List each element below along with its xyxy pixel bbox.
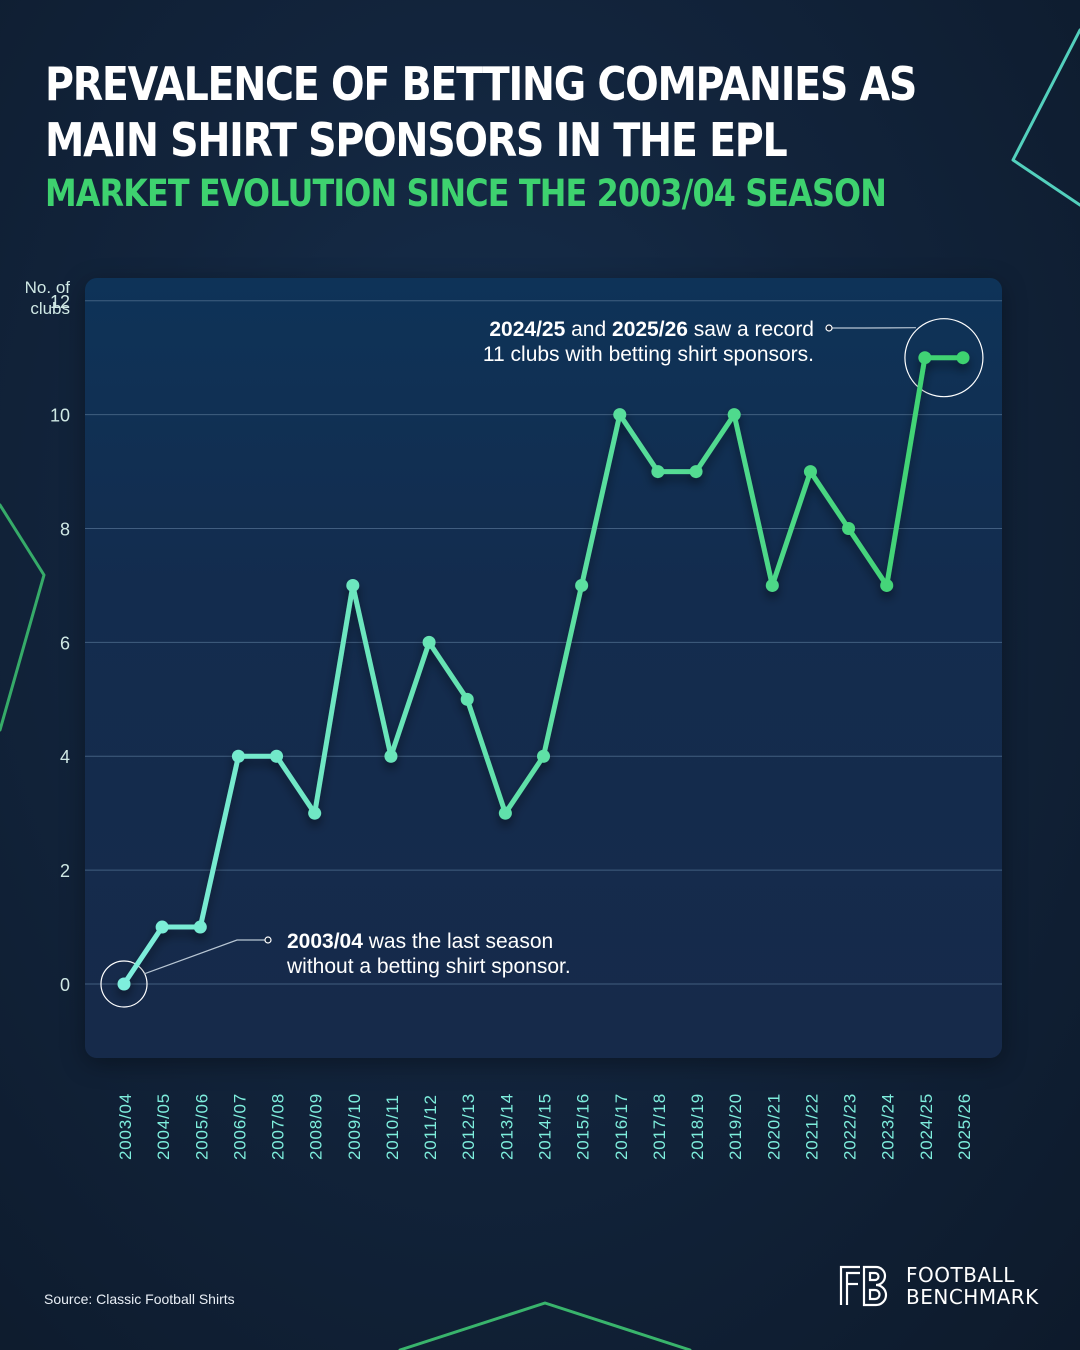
data-point <box>384 749 398 763</box>
gridlines <box>85 300 1002 985</box>
data-point <box>193 920 207 934</box>
brand-name-line2: BENCHMARK <box>906 1285 1039 1309</box>
brand: FOOTBALL BENCHMARK <box>838 1264 1048 1308</box>
x-tick-label: 2009/10 <box>345 1093 364 1160</box>
chart-panel <box>85 278 1002 1058</box>
annotation-dot <box>825 324 833 332</box>
series <box>117 351 970 991</box>
x-tick-label: 2008/09 <box>307 1093 326 1160</box>
x-tick-label: 2013/14 <box>497 1093 516 1160</box>
annotation-dot <box>264 936 272 944</box>
fb-logo-icon <box>839 1265 888 1307</box>
x-tick-label: 2011/12 <box>421 1094 440 1160</box>
x-tick-label: 2016/17 <box>612 1093 631 1160</box>
data-point <box>346 578 360 592</box>
x-tick-label: 2005/06 <box>192 1093 211 1160</box>
x-tick-label: 2010/11 <box>383 1094 402 1160</box>
y-tick-label: 10 <box>50 406 70 426</box>
y-tick-label: 2 <box>60 861 70 881</box>
x-tick-label: 2018/19 <box>688 1093 707 1160</box>
data-point <box>880 578 894 592</box>
data-point <box>155 920 169 934</box>
x-tick-label: 2006/07 <box>230 1093 249 1160</box>
data-point <box>803 465 817 479</box>
data-point <box>231 749 245 763</box>
y-tick-label: 0 <box>60 975 70 995</box>
x-tick-label: 2017/18 <box>650 1093 669 1160</box>
x-tick-label: 2012/13 <box>459 1093 478 1160</box>
y-tick-label: 8 <box>60 520 70 540</box>
annotation-text-record: 2024/25 and 2025/26 saw a record <box>489 318 814 341</box>
data-point <box>956 351 970 365</box>
x-tick-label: 2003/04 <box>116 1093 135 1160</box>
data-point <box>765 578 779 592</box>
data-point <box>575 578 589 592</box>
brand-name-line1: FOOTBALL <box>906 1263 1015 1287</box>
data-point <box>727 408 741 422</box>
x-tick-label: 2024/25 <box>917 1093 936 1160</box>
data-point <box>270 749 284 763</box>
x-tick-label: 2025/26 <box>955 1093 974 1160</box>
data-point <box>498 806 512 820</box>
y-tick-label: 4 <box>60 747 70 767</box>
x-tick-label: 2020/21 <box>764 1093 783 1160</box>
x-tick-label: 2021/22 <box>802 1093 821 1160</box>
data-point <box>308 806 322 820</box>
data-point <box>918 351 932 365</box>
y-axis-title: No. of clubs <box>25 278 71 318</box>
x-tick-labels: 2003/04 2004/05 2005/06 2006/07 2007/08 2008/… <box>116 1093 974 1160</box>
series-line <box>121 355 966 987</box>
highlight-circle <box>904 318 984 398</box>
annotation-text-2003-line2: without a betting shirt sponsor. <box>286 955 571 978</box>
data-point <box>537 749 550 763</box>
data-point <box>422 635 436 649</box>
data-point <box>460 692 474 706</box>
y-tick-labels: 0 2 4 6 8 10 12 <box>50 292 70 995</box>
x-tick-label: 2004/05 <box>154 1093 173 1160</box>
annotation-text-2003: 2003/04 was the last season <box>287 930 553 953</box>
data-point <box>842 522 856 536</box>
y-axis-title-text: No. of clubs <box>25 278 71 318</box>
data-point <box>613 408 627 422</box>
x-tick-label: 2022/23 <box>841 1093 860 1160</box>
data-point <box>651 465 665 479</box>
subtitle: MARKET EVOLUTION SINCE THE 2003/04 SEASO… <box>45 172 887 215</box>
data-point <box>689 465 703 479</box>
x-tick-label: 2015/16 <box>574 1093 593 1160</box>
source-note: Source: Classic Football Shirts <box>44 1291 235 1307</box>
y-tick-label: 12 <box>50 292 70 312</box>
x-tick-label: 2007/08 <box>269 1093 288 1160</box>
y-tick-label: 6 <box>60 633 70 653</box>
annotation-text-record-line2: 11 clubs with betting shirt sponsors. <box>483 343 814 366</box>
x-tick-label: 2019/20 <box>726 1093 745 1160</box>
x-tick-label: 2023/24 <box>879 1093 898 1160</box>
annotation-leader <box>143 939 266 975</box>
title: PREVALENCE OF BETTING COMPANIES AS MAIN … <box>45 57 917 167</box>
x-tick-label: 2014/15 <box>536 1093 555 1160</box>
highlight-circle <box>100 960 148 1008</box>
data-point <box>117 977 131 991</box>
decorative-neon-lines <box>0 28 1080 1350</box>
